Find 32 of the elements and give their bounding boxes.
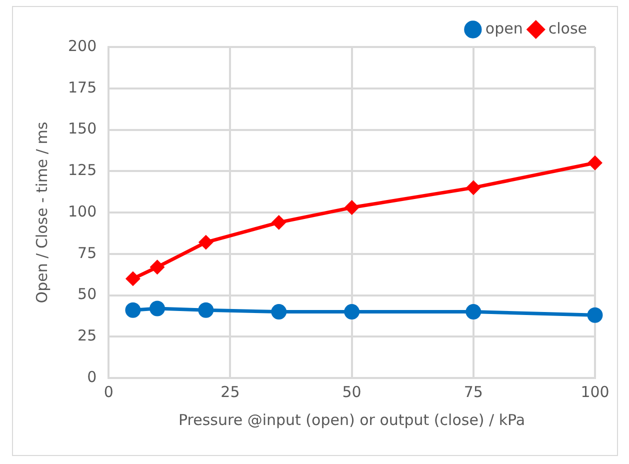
legend-label: close [548,19,588,38]
point [345,200,359,214]
y-tick-label: 50 [78,285,97,304]
point [588,156,602,170]
legend-label: open [485,19,523,38]
point [126,272,140,286]
point [271,304,287,320]
y-axis-title: Open / Close - time / ms [32,122,51,304]
point [199,236,213,250]
y-tick-label: 25 [78,326,97,345]
x-tick-label: 100 [580,382,610,401]
y-tick-label: 150 [68,120,97,138]
point [125,302,141,318]
y-tick-label: 200 [68,36,97,55]
y-tick-label: 175 [68,78,97,96]
point [466,304,482,320]
x-tick-label: 0 [104,382,114,401]
y-tick-label: 75 [78,244,97,262]
point [466,180,480,194]
x-tick-label: 25 [220,382,240,401]
x-axis-title: Pressure @input (open) or output (close) / kPa [178,410,526,429]
y-tick-label: 100 [68,202,97,220]
point [587,307,603,323]
point [272,216,286,230]
point [150,300,166,316]
x-tick-label: 75 [464,382,483,401]
y-tick-label: 0 [87,368,97,386]
x-tick-label: 50 [342,382,362,401]
point [198,302,214,318]
point [150,260,164,274]
point [344,304,360,320]
y-tick-label: 125 [68,161,97,180]
